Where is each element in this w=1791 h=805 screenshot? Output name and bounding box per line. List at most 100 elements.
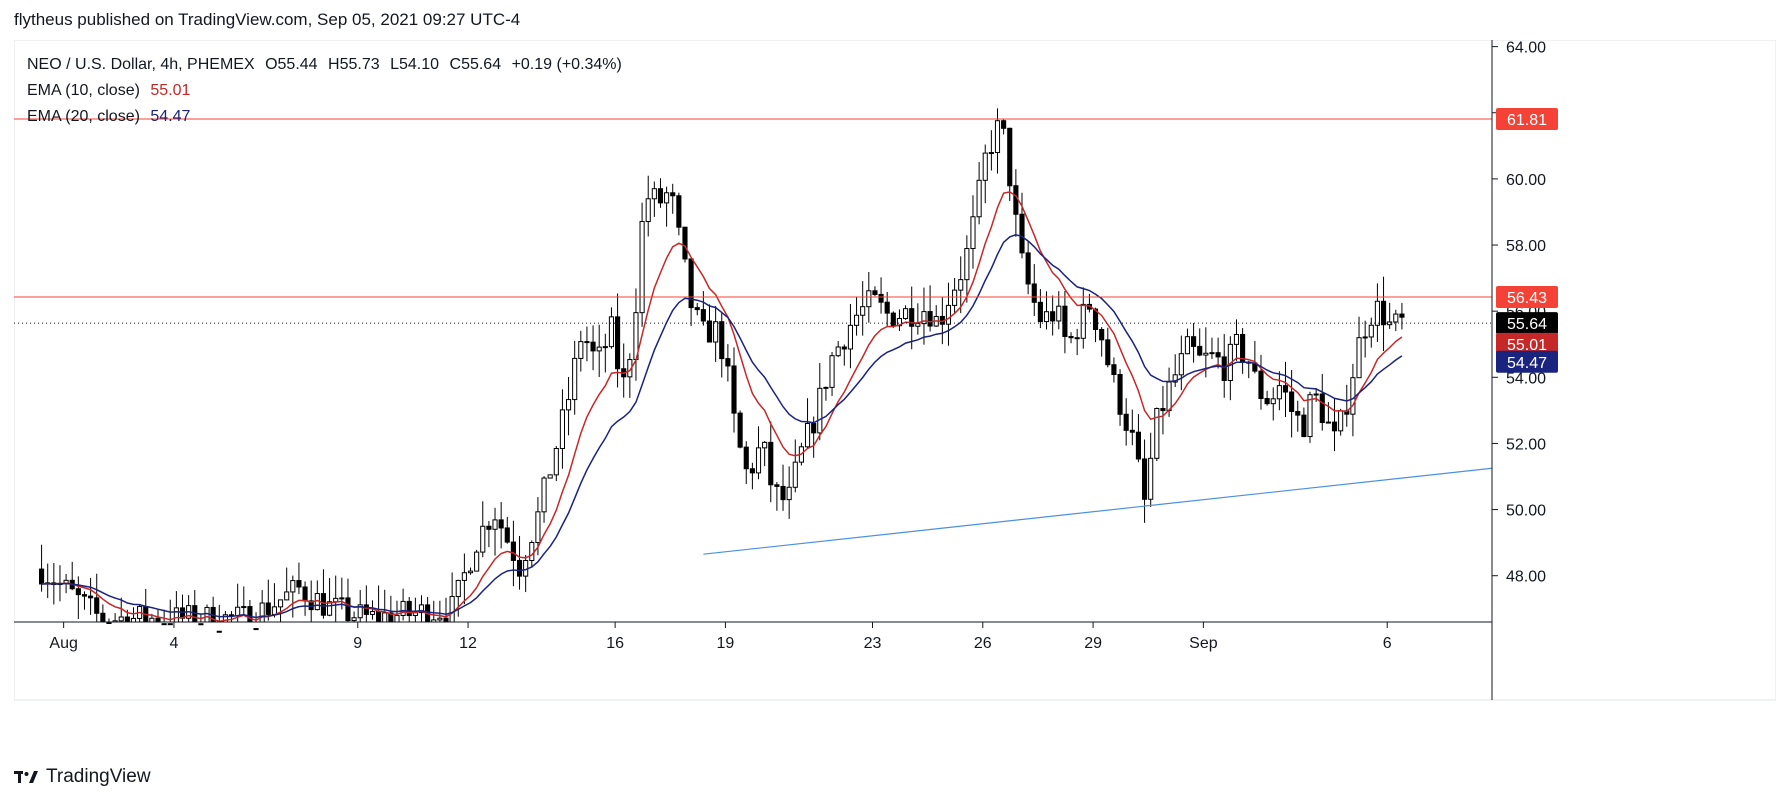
level-tag: 56.43 (1507, 290, 1547, 307)
candle-body (584, 341, 590, 344)
legend-ema20-row[interactable]: EMA (20, close) 54.47 (27, 104, 622, 130)
candle-body (1019, 213, 1025, 254)
candle-body (1362, 336, 1368, 339)
candle-body (1209, 352, 1215, 355)
candle-body (167, 623, 173, 626)
candle-body (130, 617, 137, 623)
candle-body (915, 323, 921, 327)
candle-body (1301, 414, 1307, 438)
tradingview-footer[interactable]: TradingView (14, 766, 151, 788)
candle-body (749, 468, 755, 474)
candle-body (486, 525, 492, 530)
legend-ema10-label: EMA (10, close) (27, 82, 140, 99)
x-tick-label: 26 (974, 635, 992, 652)
candle-body (565, 399, 572, 411)
legend-symbol: NEO / U.S. Dollar, 4h, PHEMEX (27, 56, 255, 73)
candle-body (1393, 313, 1399, 323)
candle-body (1074, 337, 1080, 340)
candle-body (1025, 252, 1031, 285)
candle-body (909, 308, 915, 327)
candle-body (1129, 429, 1135, 433)
candlesticks (39, 108, 1405, 633)
candle-body (1123, 413, 1129, 431)
trendline-layer (703, 467, 1493, 555)
candle-body (1215, 352, 1221, 358)
candle-body (1319, 393, 1325, 424)
candle-body (1289, 391, 1295, 412)
y-tick-label: 52.00 (1506, 436, 1546, 453)
candle-body (682, 226, 688, 260)
candle-body (786, 486, 792, 501)
candle-body (290, 580, 296, 593)
candle-body (958, 279, 964, 291)
candle-body (835, 346, 841, 357)
candle-body (1178, 353, 1184, 376)
candle-body (88, 595, 94, 599)
candle-body (198, 623, 204, 626)
support-trendline (703, 467, 1493, 555)
candle-body (39, 568, 45, 585)
y-tick-label: 54.00 (1506, 370, 1546, 387)
tradingview-logo-icon (14, 769, 40, 785)
candle-body (982, 152, 988, 181)
legend-high-label: H (328, 56, 340, 73)
x-tick-label: 4 (169, 635, 178, 652)
x-tick-label: 12 (459, 635, 477, 652)
candle-body (1325, 421, 1331, 424)
candle-body (731, 365, 737, 414)
candle-body (271, 606, 277, 615)
candle-body (804, 422, 811, 448)
x-tick-label: Sep (1189, 635, 1218, 652)
candle-body (676, 195, 682, 228)
candle-body (277, 599, 284, 608)
candle-body (161, 623, 167, 626)
candle-body (1031, 283, 1037, 303)
y-tick-label: 64.00 (1506, 40, 1546, 57)
price-chart[interactable]: 64.0062.0060.0058.0056.0054.0052.0050.00… (14, 40, 1776, 752)
candle-body (878, 293, 884, 303)
legend-ema10-row[interactable]: EMA (10, close) 55.01 (27, 78, 622, 104)
candle-body (1092, 308, 1099, 331)
candle-body (1001, 120, 1007, 129)
candle-body (1270, 398, 1276, 405)
x-tick-label: 29 (1084, 635, 1102, 652)
candle-body (474, 551, 480, 572)
candle-body (1374, 300, 1380, 326)
candle-body (418, 604, 425, 614)
legend-ema20-value: 54.47 (150, 108, 191, 125)
candle-body (241, 606, 247, 609)
candle-body (921, 311, 927, 325)
candle-body (811, 422, 817, 434)
chart-border (14, 40, 1776, 701)
x-tick-label: 9 (353, 635, 362, 652)
x-tick-label: Aug (49, 635, 77, 652)
candle-body (853, 314, 860, 326)
candle-body (719, 321, 725, 360)
candle-body (774, 484, 780, 487)
candle-body (75, 588, 81, 596)
candle-body (320, 593, 327, 616)
candle-body (694, 307, 700, 311)
legend-change: +0.19 (+0.34%) (511, 56, 622, 73)
candle-body (173, 607, 179, 623)
candle-body (1203, 352, 1209, 356)
ema-lines (41, 191, 1403, 623)
candle-body (553, 447, 559, 476)
candle-body (725, 358, 731, 367)
chart-frame[interactable]: 64.0062.0060.0058.0056.0054.0052.0050.00… (14, 40, 1776, 752)
candle-body (1068, 335, 1074, 339)
candle-body (755, 447, 762, 474)
candle-body (1191, 336, 1197, 347)
candle-body (596, 346, 602, 352)
candle-body (437, 617, 443, 621)
candle-body (1307, 394, 1313, 438)
candle-body (664, 192, 670, 204)
candle-body (443, 617, 449, 623)
candle-body (1111, 364, 1117, 376)
candle-body (529, 542, 535, 561)
candle-body (106, 621, 112, 624)
candle-body (1295, 410, 1301, 416)
candle-body (706, 320, 713, 343)
ema20-tag-bg (1496, 350, 1558, 373)
